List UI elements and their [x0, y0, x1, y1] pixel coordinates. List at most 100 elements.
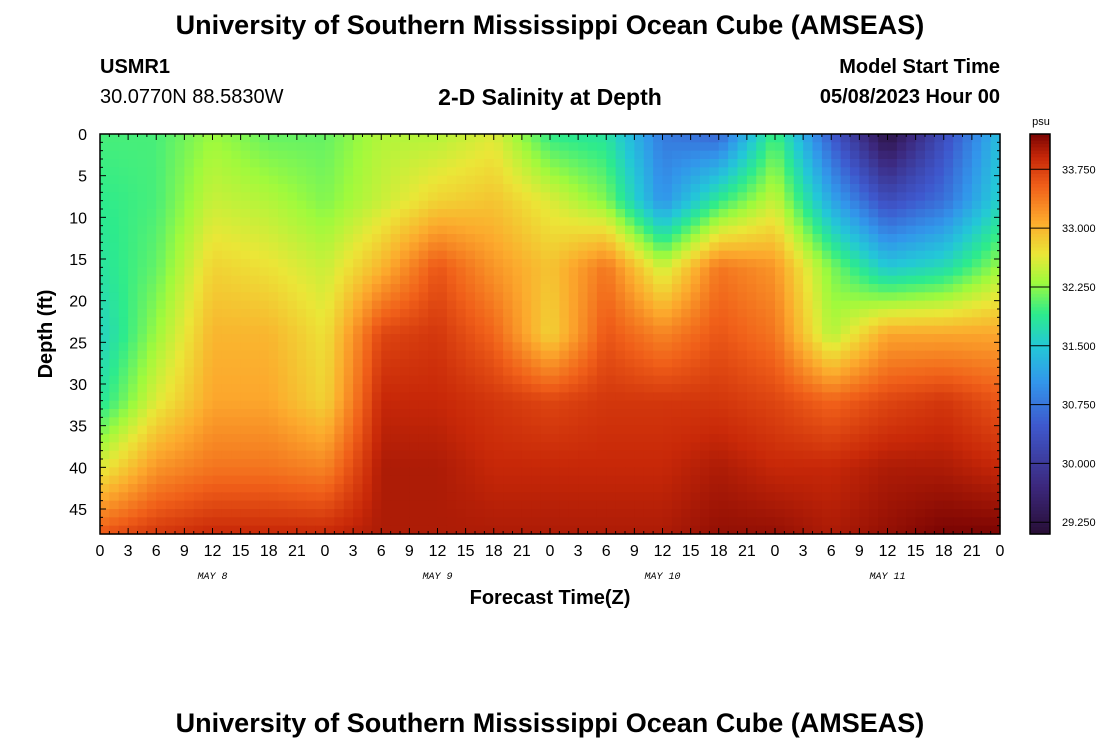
heatmap-cell: [446, 392, 457, 402]
heatmap-cell: [653, 200, 664, 210]
heatmap-cell: [868, 500, 879, 510]
heatmap-cell: [456, 417, 467, 427]
heatmap-cell: [259, 442, 270, 452]
heatmap-cell: [306, 500, 317, 510]
heatmap-cell: [250, 525, 260, 535]
heatmap-cell: [250, 509, 260, 518]
heatmap-cell: [165, 517, 176, 527]
heatmap-cell: [287, 367, 298, 377]
heatmap-cell: [934, 242, 945, 252]
heatmap-cell: [606, 292, 617, 302]
heatmap-cell: [418, 400, 429, 410]
heatmap-cell: [465, 367, 476, 377]
heatmap-cell: [221, 325, 232, 335]
heatmap-cell: [175, 375, 185, 385]
heatmap-cell: [390, 450, 401, 460]
heatmap-cell: [475, 517, 485, 527]
heatmap-cell: [943, 500, 954, 510]
y-tick-label: 0: [78, 127, 87, 144]
heatmap-cell: [259, 309, 270, 318]
heatmap-cell: [568, 167, 579, 177]
x-tick-label: 15: [232, 543, 250, 560]
heatmap-cell: [596, 292, 607, 302]
heatmap-cell: [437, 359, 448, 368]
heatmap-cell: [859, 442, 870, 452]
heatmap-cell: [390, 242, 401, 252]
heatmap-cell: [728, 367, 739, 377]
heatmap-cell: [212, 350, 223, 360]
heatmap-cell: [643, 309, 654, 318]
heatmap-cell: [446, 250, 457, 260]
heatmap-cell: [184, 442, 195, 452]
heatmap-cell: [821, 159, 832, 168]
heatmap-cell: [268, 225, 279, 235]
heatmap-cell: [671, 184, 682, 193]
heatmap-cell: [475, 367, 485, 377]
heatmap-cell: [671, 509, 682, 518]
heatmap-cell: [100, 350, 110, 360]
heatmap-cell: [990, 325, 1001, 335]
heatmap-cell: [118, 509, 129, 518]
heatmap-cell: [409, 409, 420, 418]
heatmap-cell: [625, 284, 635, 293]
heatmap-cell: [418, 467, 429, 477]
heatmap-cell: [184, 467, 195, 477]
heatmap-cell: [878, 292, 889, 302]
heatmap-cell: [596, 167, 607, 177]
heatmap-cell: [840, 159, 851, 168]
heatmap-cell: [615, 525, 626, 535]
heatmap-cell: [831, 484, 842, 493]
heatmap-cell: [746, 434, 757, 443]
heatmap-cell: [296, 342, 307, 352]
heatmap-cell: [925, 184, 935, 193]
heatmap-cell: [418, 342, 429, 352]
heatmap-cell: [456, 150, 467, 160]
heatmap-cell: [625, 475, 635, 485]
heatmap-cell: [606, 359, 617, 368]
heatmap-cell: [250, 284, 260, 293]
heatmap-cell: [146, 517, 157, 527]
heatmap-cell: [653, 475, 664, 485]
heatmap-cell: [756, 250, 767, 260]
heatmap-cell: [156, 525, 167, 535]
heatmap-cell: [259, 242, 270, 252]
heatmap-cell: [850, 434, 860, 443]
heatmap-cell: [821, 292, 832, 302]
heatmap-cell: [128, 317, 139, 327]
heatmap-cell: [681, 342, 692, 352]
heatmap-cell: [981, 325, 992, 335]
heatmap-cell: [118, 142, 129, 152]
heatmap-cell: [334, 375, 345, 385]
heatmap-cell: [343, 484, 354, 493]
heatmap-cell: [128, 384, 139, 393]
heatmap-cell: [812, 167, 823, 177]
heatmap-cell: [878, 217, 889, 227]
heatmap-cell: [587, 300, 598, 310]
heatmap-cell: [971, 475, 982, 485]
heatmap-cell: [240, 375, 251, 385]
heatmap-cell: [709, 317, 720, 327]
heatmap-cell: [128, 459, 139, 468]
heatmap-cell: [428, 442, 439, 452]
heatmap-cell: [165, 167, 176, 177]
heatmap-cell: [362, 392, 373, 402]
heatmap-cell: [193, 517, 204, 527]
heatmap-cell: [446, 209, 457, 218]
heatmap-cell: [850, 284, 860, 293]
heatmap-cell: [334, 284, 345, 293]
heatmap-cell: [240, 509, 251, 518]
heatmap-cell: [625, 192, 635, 202]
heatmap-cell: [671, 150, 682, 160]
heatmap-cell: [718, 192, 729, 202]
heatmap-cell: [653, 459, 664, 468]
heatmap-cell: [512, 300, 523, 310]
heatmap-cell: [803, 292, 814, 302]
heatmap-cell: [156, 367, 167, 377]
colorbar-segment: [1030, 207, 1050, 212]
heatmap-cell: [850, 334, 860, 343]
heatmap-cell: [400, 367, 410, 377]
heatmap-cell: [559, 342, 570, 352]
heatmap-cell: [925, 375, 935, 385]
heatmap-cell: [437, 467, 448, 477]
heatmap-cell: [100, 225, 110, 235]
